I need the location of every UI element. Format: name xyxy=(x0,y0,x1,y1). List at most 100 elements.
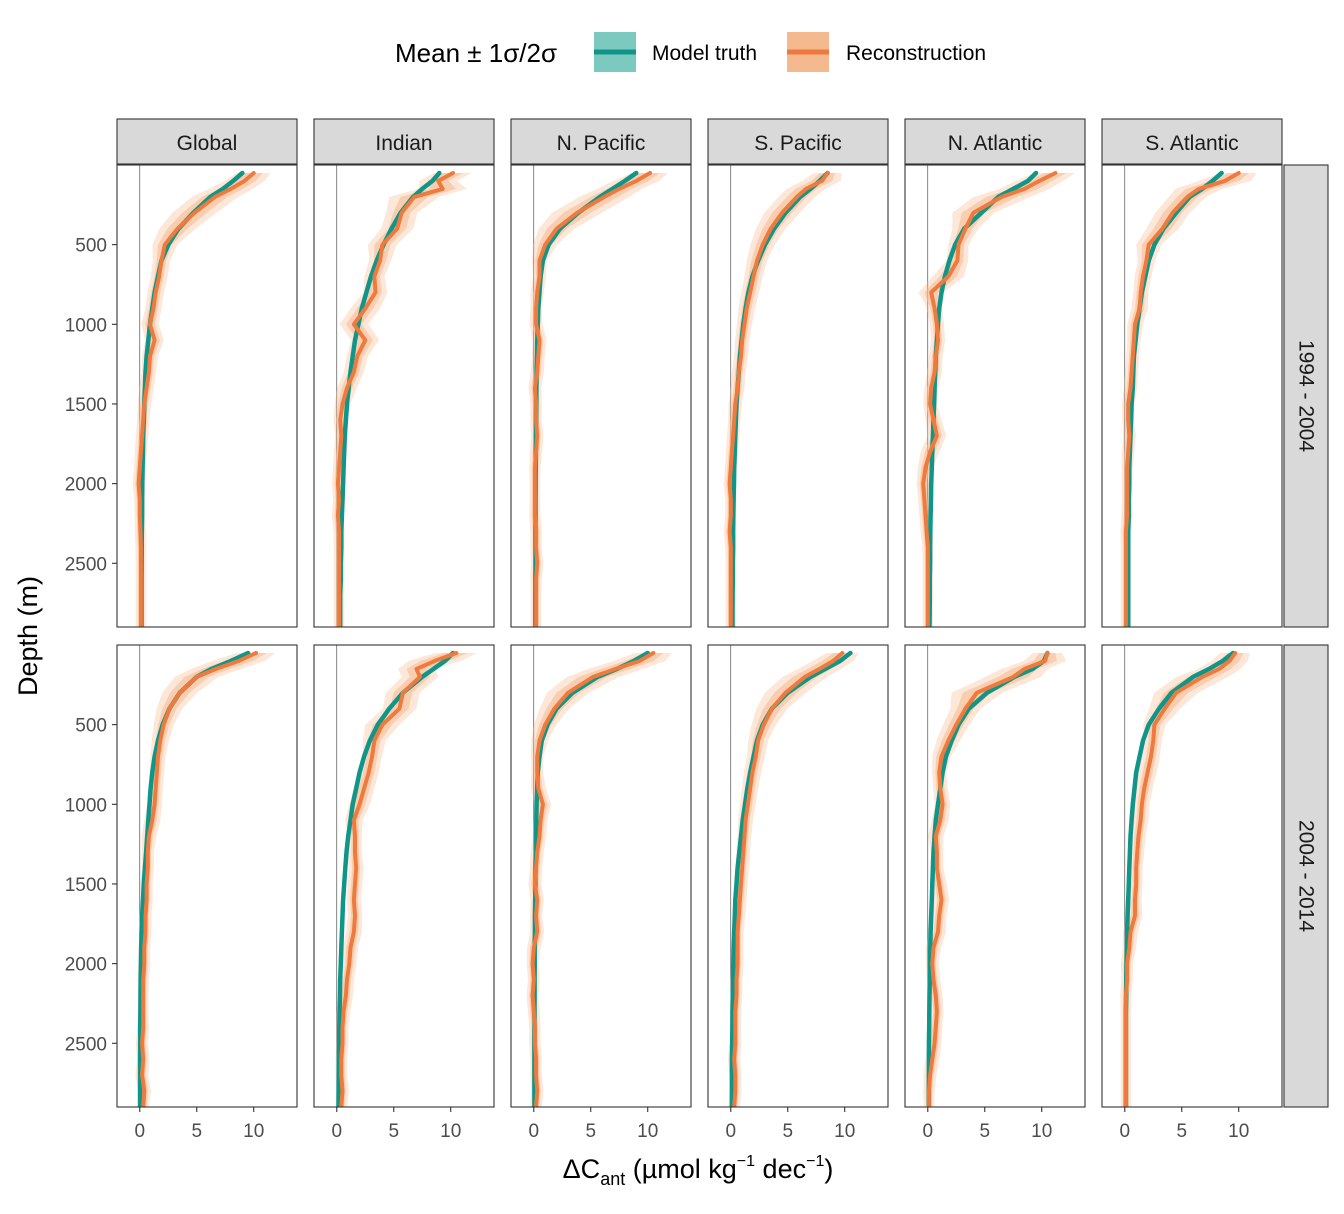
panel-global-2004-2014-reconstruction-line xyxy=(140,651,258,1107)
strip-s-pacific-box xyxy=(707,118,889,165)
strip-label-n-atlantic: N. Atlantic xyxy=(948,132,1043,155)
panel-s-pacific-2004-2014-border xyxy=(707,644,889,1108)
panel-global-1994-2004-plot-area xyxy=(132,165,270,627)
x-axis-title-sup-2: −1 xyxy=(806,1153,824,1170)
strip-label-s-atlantic: S. Atlantic xyxy=(1145,132,1238,155)
panel-n-atlantic-2004-2014 xyxy=(904,644,1086,1108)
panel-n-atlantic-1994-2004 xyxy=(904,164,1086,628)
legend-label-model-truth: Model truth xyxy=(652,42,757,65)
x-tick-label: 10 xyxy=(440,1121,461,1142)
panel-n-pacific-2004-2014-plot-area xyxy=(526,645,672,1107)
panel-s-atlantic-2004-2014 xyxy=(1101,644,1283,1108)
panel-n-pacific-2004-2014 xyxy=(510,644,692,1108)
panel-n-atlantic-1994-2004-reconstruction-line xyxy=(921,171,1058,627)
panel-s-pacific-2004-2014-reconstruction-line xyxy=(732,651,845,1107)
x-tick-label: 0 xyxy=(922,1121,933,1142)
x-tick-label: 0 xyxy=(725,1121,736,1142)
strip-n-pacific: N. Pacific xyxy=(510,118,692,165)
x-tick-label: 10 xyxy=(1031,1121,1052,1142)
panel-s-atlantic-2004-2014-plot-area xyxy=(1120,645,1251,1107)
x-axis-title-unit-a: (µmol kg xyxy=(625,1154,737,1184)
y-axis-ticks: 500 1000 1500 2000 2500 500 1000 1500 2000 2500 xyxy=(65,236,117,1055)
panel-s-pacific-1994-2004-recon-band-1sigma xyxy=(726,173,836,627)
strip-global: Global xyxy=(116,118,298,165)
strip-label-global: Global xyxy=(177,132,238,155)
panel-n-atlantic-2004-2014-recon-band-2sigma xyxy=(923,653,1067,1107)
y-tick-label: 1500 xyxy=(65,395,107,416)
row-strip-label-2004-2014: 2004 - 2014 xyxy=(1295,820,1318,932)
row-strip-1994-2004: 1994 - 2004 xyxy=(1283,164,1329,628)
y-tick-label: 1000 xyxy=(65,795,107,816)
panel-global-2004-2014 xyxy=(116,644,298,1108)
panel-s-pacific-2004-2014 xyxy=(707,644,889,1108)
y-axis-title: Depth (m) xyxy=(13,576,43,696)
strip-s-atlantic: S. Atlantic xyxy=(1101,118,1283,165)
x-tick-label: 0 xyxy=(134,1121,145,1142)
row-strip-1994-2004-box xyxy=(1283,164,1329,628)
panel-global-1994-2004 xyxy=(116,164,298,628)
legend-key-reconstruction xyxy=(787,32,829,72)
panel-indian-2004-2014-plot-area xyxy=(335,645,478,1107)
y-tick-label: 500 xyxy=(75,236,107,257)
panel-indian-1994-2004-border xyxy=(313,164,495,628)
panel-global-1994-2004-border xyxy=(116,164,298,628)
panel-s-pacific-1994-2004-reconstruction-line xyxy=(727,171,830,627)
x-tick-label: 10 xyxy=(1228,1121,1249,1142)
x-tick-label: 5 xyxy=(585,1121,596,1142)
x-axis-title: ΔCant (µmol kg−1 dec−1) xyxy=(563,1153,834,1189)
panel-indian-2004-2014-reconstruction-line xyxy=(339,651,459,1107)
panel-indian-2004-2014-border xyxy=(313,644,495,1108)
strip-s-pacific: S. Pacific xyxy=(707,118,889,165)
panel-s-pacific-1994-2004-plot-area xyxy=(723,165,842,627)
x-tick-label: 10 xyxy=(834,1121,855,1142)
strip-global-box xyxy=(116,118,298,165)
x-axis-title-sup-1: −1 xyxy=(737,1153,755,1170)
x-tick-label: 0 xyxy=(1119,1121,1130,1142)
x-axis-title-unit-b: dec xyxy=(755,1154,806,1184)
legend-title: Mean ± 1σ/2σ xyxy=(395,38,557,68)
panel-n-atlantic-2004-2014-model-truth-line xyxy=(926,650,1050,1107)
panel-indian-2004-2014 xyxy=(313,644,495,1108)
panel-global-2004-2014-plot-area xyxy=(135,645,276,1107)
panel-n-atlantic-1994-2004-plot-area xyxy=(916,165,1075,627)
y-tick-label: 1000 xyxy=(65,315,107,336)
x-axis-title-subscript: ant xyxy=(600,1169,625,1189)
panel-s-atlantic-1994-2004-reconstruction-line xyxy=(1123,171,1241,627)
x-axis-title-symbol: ΔC xyxy=(563,1154,601,1184)
row-strip-2004-2014: 2004 - 2014 xyxy=(1283,644,1329,1108)
x-tick-label: 5 xyxy=(782,1121,793,1142)
panel-n-atlantic-2004-2014-border xyxy=(904,644,1086,1108)
panel-global-2004-2014-border xyxy=(116,644,298,1108)
panel-n-pacific-1994-2004 xyxy=(510,164,692,628)
x-tick-label: 0 xyxy=(331,1121,342,1142)
legend-label-reconstruction: Reconstruction xyxy=(846,42,986,65)
panel-s-atlantic-2004-2014-recon-band-1sigma xyxy=(1122,653,1244,1107)
strip-indian-box xyxy=(313,118,495,165)
x-tick-label: 5 xyxy=(1176,1121,1187,1142)
panel-n-pacific-2004-2014-recon-band-2sigma xyxy=(526,653,672,1107)
panel-s-atlantic-1994-2004-border xyxy=(1101,164,1283,628)
panel-indian-1994-2004 xyxy=(313,164,495,628)
panel-s-atlantic-1994-2004-plot-area xyxy=(1120,165,1257,627)
panel-indian-1994-2004-plot-area xyxy=(331,165,472,627)
strip-label-n-pacific: N. Pacific xyxy=(557,132,646,155)
strip-n-pacific-box xyxy=(510,118,692,165)
panel-n-atlantic-2004-2014-reconstruction-line xyxy=(926,651,1050,1107)
panel-n-pacific-1994-2004-plot-area xyxy=(528,165,668,627)
row-strip-2004-2014-box xyxy=(1283,644,1329,1108)
y-tick-label: 2500 xyxy=(65,1034,107,1055)
panel-grid xyxy=(116,164,1283,1108)
strip-label-s-pacific: S. Pacific xyxy=(754,132,842,155)
panel-n-atlantic-1994-2004-border xyxy=(904,164,1086,628)
panel-n-atlantic-2004-2014-plot-area xyxy=(923,645,1067,1107)
y-tick-label: 2500 xyxy=(65,554,107,575)
strip-indian: Indian xyxy=(313,118,495,165)
panel-s-pacific-2004-2014-recon-band-2sigma xyxy=(728,653,859,1107)
panel-indian-2004-2014-model-truth-line xyxy=(336,650,456,1107)
panel-s-atlantic-1994-2004 xyxy=(1101,164,1283,628)
strip-n-atlantic: N. Atlantic xyxy=(904,118,1086,165)
strip-s-atlantic-box xyxy=(1101,118,1283,165)
panel-s-pacific-2004-2014-plot-area xyxy=(728,645,859,1107)
panel-indian-1994-2004-reconstruction-line xyxy=(335,171,455,627)
